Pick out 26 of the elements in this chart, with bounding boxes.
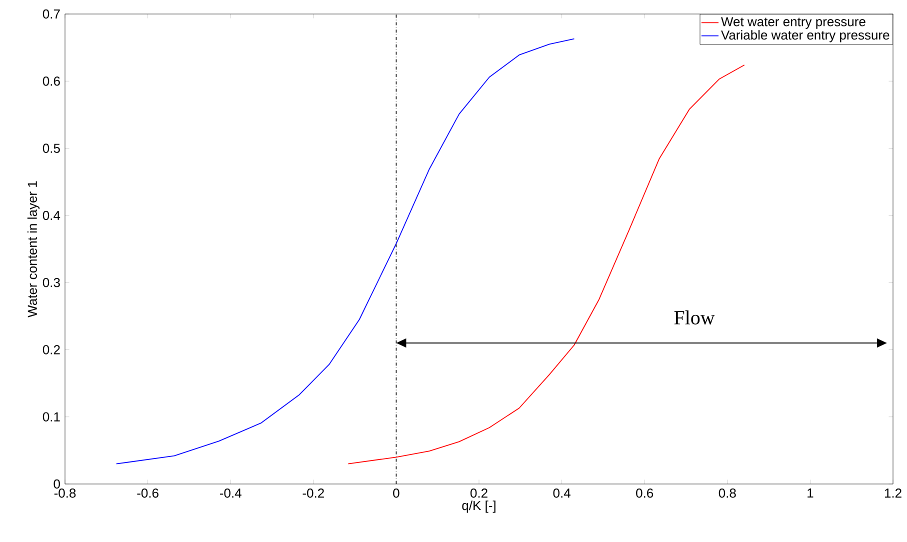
- y-tick-label: 0: [54, 479, 60, 489]
- x-tick-label: -0.6: [137, 488, 158, 498]
- annotation: Flow: [674, 310, 715, 324]
- line-series: [348, 64, 745, 464]
- y-tick-label: 0.7: [42, 9, 60, 19]
- x-tick-label: 1.2: [884, 488, 902, 498]
- x-tick-label: 1: [808, 488, 814, 498]
- x-tick-label: -0.4: [220, 488, 242, 498]
- y-tick-label: 0.2: [42, 345, 60, 354]
- x-tick-label: 0.6: [636, 488, 654, 498]
- line-series: [116, 38, 575, 464]
- legend-label: Variable water entry pressure: [721, 30, 890, 42]
- x-tick-label: 0.2: [470, 488, 488, 498]
- y-tick-label: 0.5: [42, 144, 60, 153]
- legend-label: Wet water entry pressure: [721, 17, 866, 29]
- y-tick-label: 0.4: [42, 210, 60, 220]
- x-tick-label: 0.4: [553, 488, 570, 498]
- y-tick-label: 0.3: [42, 278, 60, 288]
- y-tick-label: 0.6: [42, 76, 60, 86]
- x-axis-title: q/K [-]: [462, 500, 496, 513]
- x-tick-label: -0.2: [302, 488, 324, 498]
- x-tick-label: -0.8: [54, 488, 76, 498]
- x-tick-label: 0.8: [718, 488, 736, 498]
- y-tick-label: 0.1: [42, 412, 60, 422]
- y-axis-title: Water content in layer 1: [27, 181, 40, 318]
- x-tick-label: 0: [393, 488, 400, 498]
